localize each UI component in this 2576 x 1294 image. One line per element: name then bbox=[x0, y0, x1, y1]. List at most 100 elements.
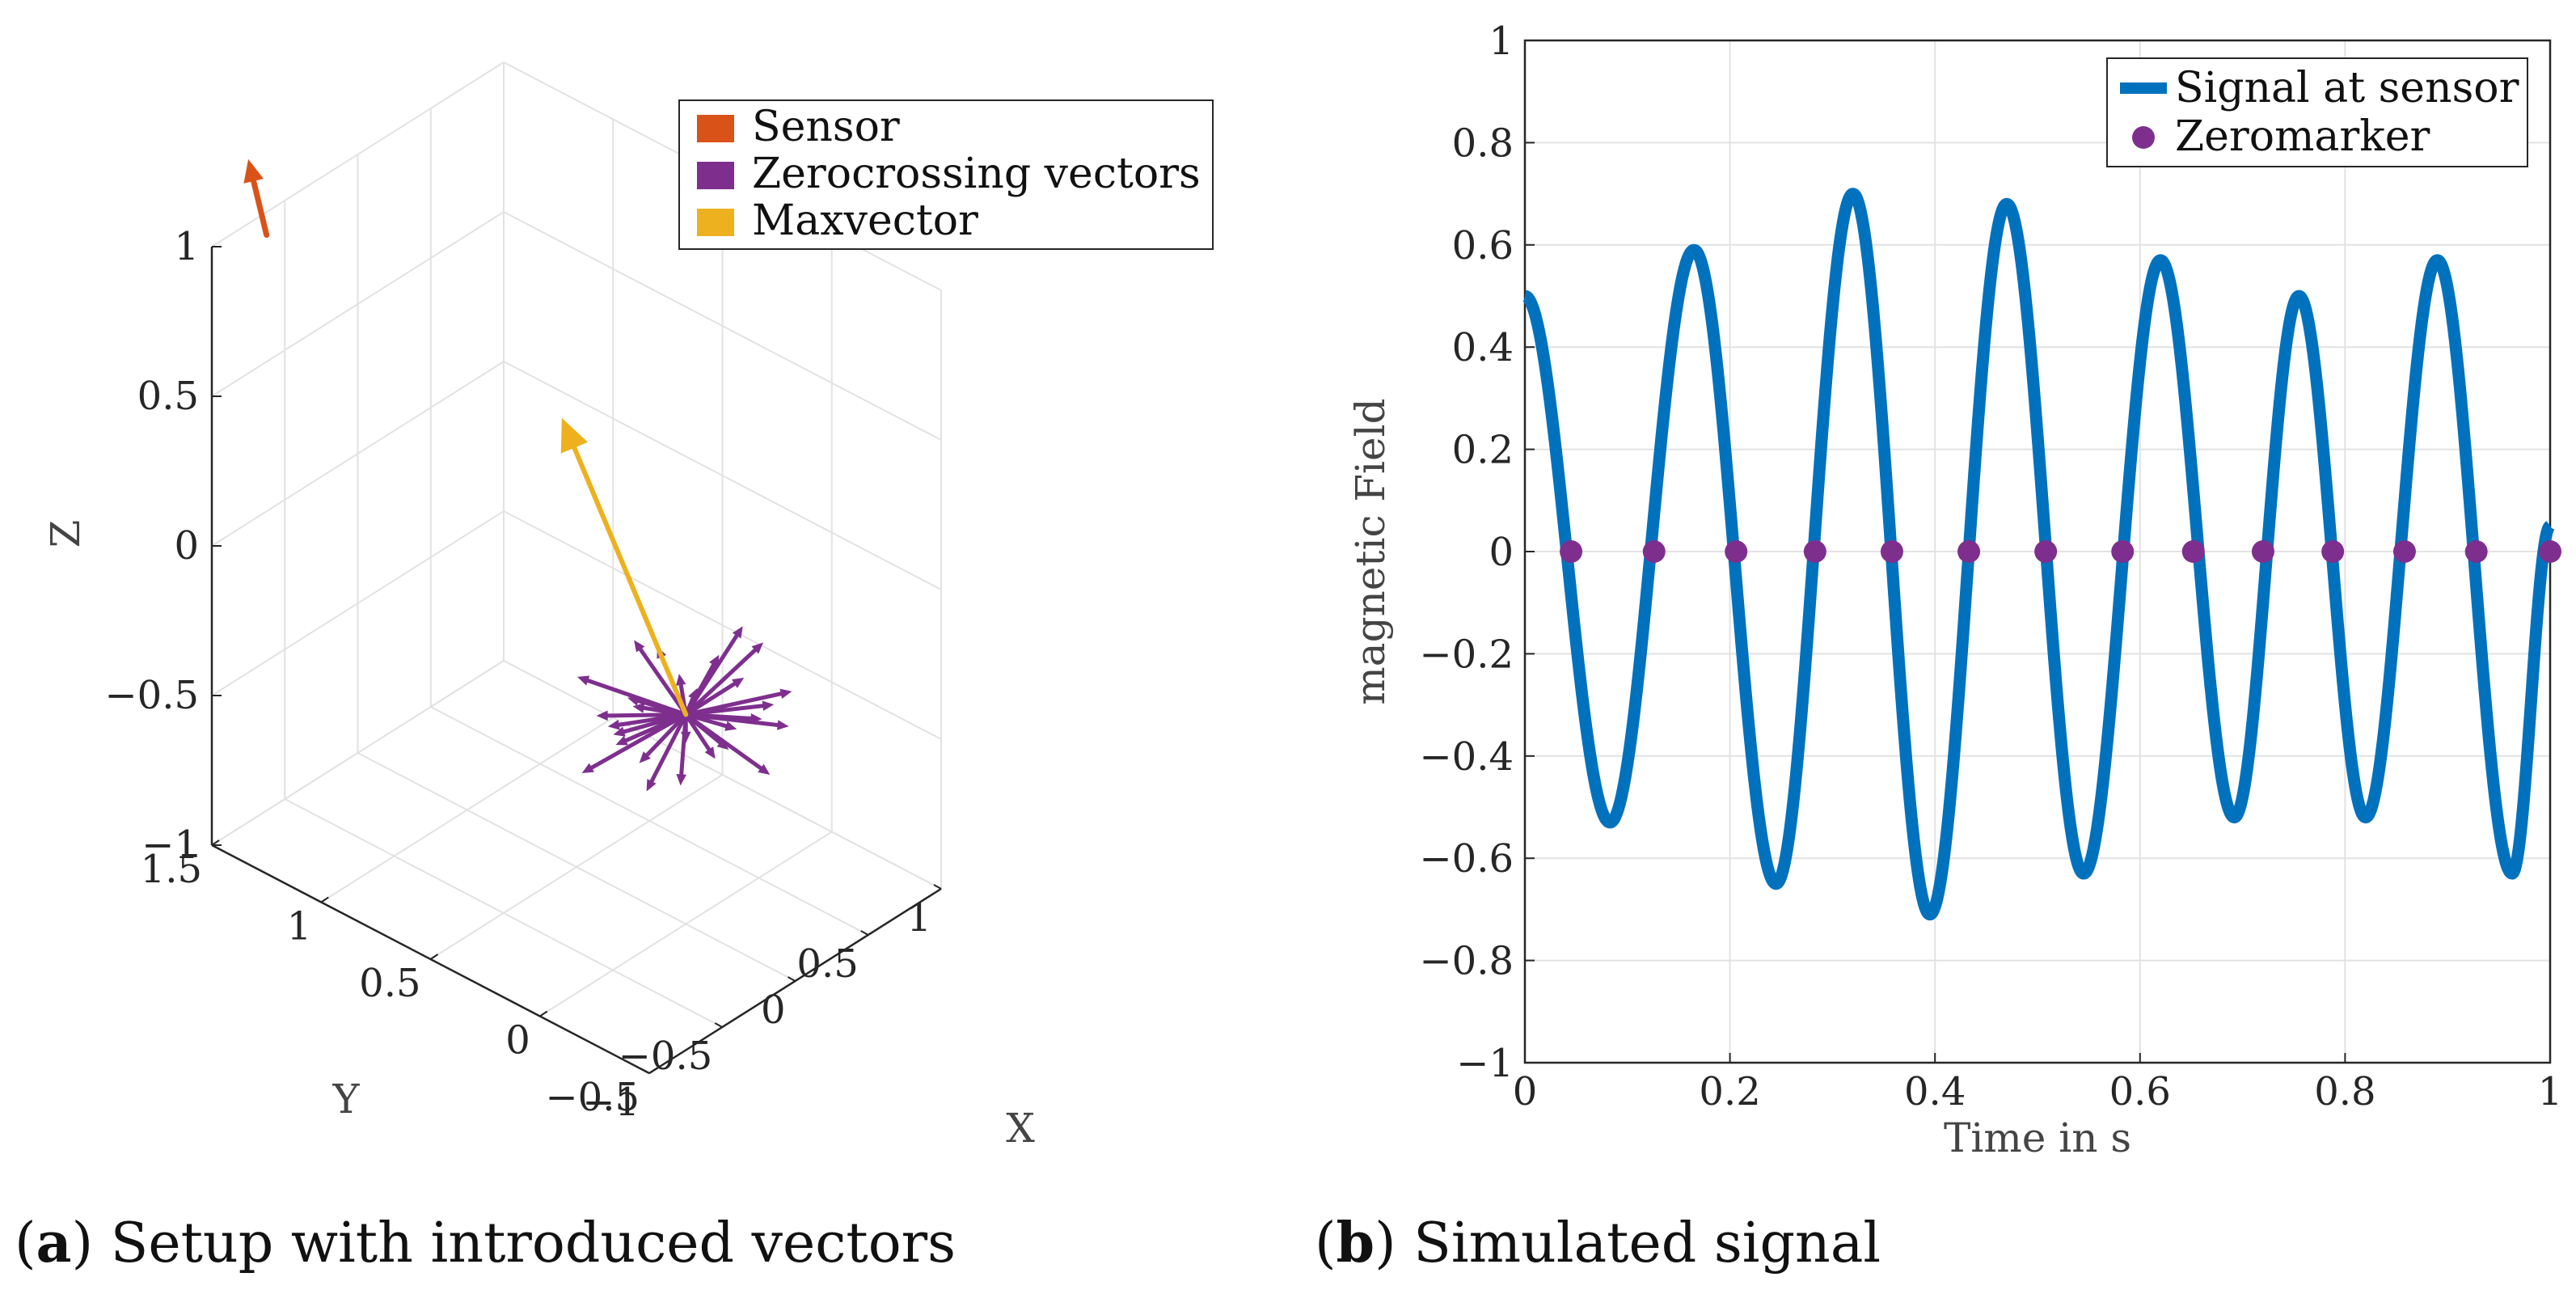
y-tick-label: −0.2 bbox=[1419, 632, 1514, 677]
y-tick-label: 0.6 bbox=[1452, 223, 1514, 269]
zeromarker-point bbox=[2464, 540, 2488, 563]
zerocrossing-vector-shaft bbox=[617, 713, 688, 727]
panel-a-legend-box bbox=[678, 99, 1214, 250]
y-tick-label: −0.8 bbox=[1419, 939, 1514, 984]
zeromarker-point bbox=[2034, 540, 2058, 563]
zerocrossing-vector-head bbox=[751, 642, 764, 654]
x-tick-label: 0.2 bbox=[1699, 1069, 1760, 1114]
panel-b-legend: Signal at sensor Zeromarker bbox=[2106, 57, 2528, 167]
legend-label-zeromarker: Zeromarker bbox=[2175, 112, 2430, 161]
panel-a-tick-labels: −1−0.500.51−0.500.511.5−1−0.500.51 bbox=[104, 224, 931, 1125]
grid-line-back-z bbox=[211, 361, 505, 547]
maxvector-arrow bbox=[560, 417, 689, 717]
zerocrossing-vector bbox=[634, 640, 688, 717]
z-tick-label: 0.5 bbox=[137, 374, 199, 419]
zerocrossing-vector-head bbox=[779, 688, 792, 699]
zeromarker-point bbox=[2539, 540, 2561, 563]
x-tick-label: −1 bbox=[582, 1080, 640, 1125]
zerocrossing-vector-head bbox=[724, 721, 737, 731]
panel-b-x-axis-label: Time in s bbox=[1944, 1114, 2131, 1161]
sensor-arrow-shaft bbox=[251, 178, 270, 239]
zerocrossing-vector-head bbox=[762, 700, 775, 711]
y-tick-mark bbox=[429, 954, 439, 960]
y-tick-label: 1 bbox=[1489, 19, 1514, 64]
zerocrossing-vector bbox=[683, 700, 775, 717]
panel-a-y-axis-label: Y bbox=[332, 1076, 360, 1123]
panel-a-caption-letter: a bbox=[36, 1211, 72, 1275]
maxvector-arrow-head bbox=[560, 417, 588, 454]
zerocrossing-vector-head bbox=[708, 654, 720, 668]
zerocrossing-vector bbox=[683, 713, 789, 730]
grid-line-floor-y bbox=[320, 717, 614, 903]
zerocrossing-vector-head bbox=[732, 678, 745, 688]
legend-label-maxvector: Maxvector bbox=[752, 197, 978, 245]
panel-a-grid bbox=[211, 61, 942, 1074]
panel-b-series bbox=[1519, 188, 2561, 921]
zerocrossing-vector-shaft bbox=[585, 678, 688, 717]
panel-b-y-axis-label: magnetic Field bbox=[1347, 398, 1394, 704]
x-tick-label: 1 bbox=[906, 895, 931, 941]
zerocrossing-vector-shaft bbox=[683, 713, 712, 752]
legend-label-zerocrossing-vectors: Zerocrossing vectors bbox=[752, 150, 1201, 198]
x-tick-label: −0.5 bbox=[619, 1034, 713, 1079]
x-tick-label: 0.8 bbox=[2314, 1069, 2375, 1114]
zerocrossing-vector-head bbox=[613, 726, 626, 737]
zerocrossing-vector-shaft bbox=[623, 713, 688, 743]
zerocrossing-vector-head bbox=[615, 735, 628, 746]
zerocrossing-vector-head bbox=[676, 773, 686, 786]
panel-a-legend: Sensor Zerocrossing vectors Maxvector bbox=[678, 99, 1214, 250]
panel-a-axes-box bbox=[210, 246, 942, 1075]
panel-b-caption-text: Simulated signal bbox=[1413, 1212, 1881, 1275]
grid-line-side-z bbox=[503, 361, 942, 590]
grid-line-back-z bbox=[211, 660, 505, 846]
x-tick-mark bbox=[641, 1068, 650, 1074]
x-tick-mark bbox=[933, 884, 942, 890]
panel-a-vectors bbox=[243, 159, 792, 792]
sensor-arrow-head bbox=[243, 159, 264, 184]
y-tick-label: 0.4 bbox=[1452, 325, 1514, 370]
y-tick-label: −0.6 bbox=[1419, 836, 1514, 882]
zerocrossing-vector bbox=[607, 713, 688, 730]
x-tick-label: 1 bbox=[2538, 1069, 2563, 1114]
zeromarker-point bbox=[2251, 540, 2274, 563]
zeromarker-point bbox=[1803, 540, 1826, 563]
y-tick-label: −0.4 bbox=[1419, 734, 1514, 780]
zerocrossing-vector bbox=[683, 713, 716, 759]
x-tick-label: 0.6 bbox=[2109, 1069, 2171, 1114]
zerocrossing-vector-head bbox=[632, 703, 645, 713]
zeromarker-point bbox=[1642, 540, 1666, 563]
zerocrossing-vector-head bbox=[688, 687, 698, 701]
zerocrossing-vector-head bbox=[716, 738, 729, 751]
panel-b-legend-box bbox=[2106, 57, 2528, 167]
zerocrossing-vector-shaft bbox=[683, 713, 780, 727]
y-tick-label: 1.5 bbox=[141, 847, 202, 892]
y-tick-label: −1 bbox=[1456, 1041, 1514, 1086]
zerocrossing-vector-shaft bbox=[683, 648, 758, 717]
zerocrossing-vector-head bbox=[634, 640, 645, 653]
zerocrossing-vector-head bbox=[581, 763, 594, 774]
legend-swatch-sensor bbox=[697, 115, 734, 142]
y-tick-label: 0.5 bbox=[359, 961, 420, 1006]
zerocrossing-vector-shaft bbox=[644, 713, 688, 758]
zeromarker-point bbox=[1880, 540, 1903, 563]
y-tick-label: 0.8 bbox=[1452, 121, 1514, 166]
zeromarker-point bbox=[2111, 540, 2135, 563]
y-tick-label: 0.2 bbox=[1452, 428, 1514, 473]
y-tick-label: 0 bbox=[505, 1018, 530, 1064]
legend-swatch-zeromarker bbox=[2132, 126, 2155, 149]
y-tick-mark bbox=[320, 896, 329, 903]
panel-b-caption: (b) Simulated signal bbox=[1315, 1211, 1881, 1275]
legend-swatch-zerocrossing-vectors bbox=[697, 162, 734, 189]
zerocrossing-vector-shaft bbox=[683, 713, 763, 771]
y-tick-mark bbox=[648, 1068, 657, 1074]
y-tick-mark bbox=[539, 1010, 548, 1017]
zerocrossing-vector bbox=[639, 713, 688, 763]
legend-label-sensor: Sensor bbox=[752, 103, 900, 151]
z-tick-label: −1 bbox=[141, 822, 199, 868]
zeromarker-point bbox=[2321, 540, 2345, 563]
zerocrossing-vector-head bbox=[607, 720, 620, 730]
y-tick-label: −0.5 bbox=[545, 1075, 640, 1120]
z-tick-label: −0.5 bbox=[104, 673, 199, 718]
zerocrossing-vector-head bbox=[596, 710, 608, 721]
signal-at-sensor-line bbox=[1519, 188, 2556, 921]
